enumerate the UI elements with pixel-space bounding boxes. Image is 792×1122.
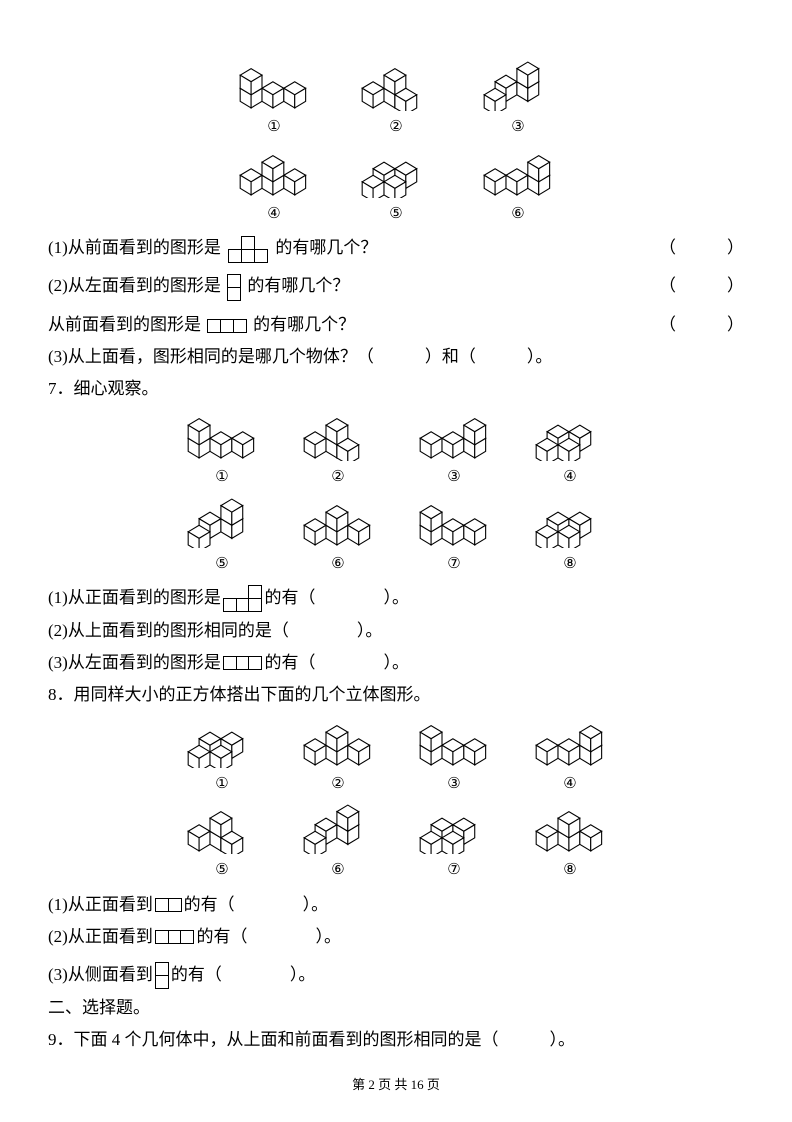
cube-label: ① <box>215 770 228 799</box>
shape-row3-icon <box>223 656 263 670</box>
cube-label: ④ <box>563 770 576 799</box>
page-footer: 第 2 页 共 16 页 <box>0 1073 792 1098</box>
p8q3-post: 的有（ ）。 <box>171 959 316 991</box>
answer-blank: （ ） <box>659 270 744 302</box>
section-2-title: 二、选择题。 <box>48 992 744 1024</box>
p7q1-post: 的有（ ）。 <box>264 582 409 614</box>
cube-fig: ⑤ <box>186 496 258 579</box>
shape-L3-icon <box>223 585 263 612</box>
shape-vertical-2-icon <box>227 274 241 301</box>
cube-label: ⑤ <box>389 200 402 229</box>
cube-fig: ⑦ <box>418 496 490 579</box>
p7-cubes-row2: ⑤ ⑥ ⑦ ⑧ <box>48 496 744 579</box>
cube-label: ① <box>267 113 280 142</box>
cube-fig: ⑧ <box>534 496 606 579</box>
cube-fig: ⑥ <box>302 496 374 579</box>
cube-label: ④ <box>267 200 280 229</box>
p7-cubes-row1: ① ② ③ ④ <box>48 409 744 492</box>
cube-fig: ① <box>186 409 258 492</box>
cube-fig-3: ③ <box>482 59 554 142</box>
q2b-pre: 从前面看到的图形是 <box>48 315 201 334</box>
cube-fig: ② <box>302 409 374 492</box>
p7q1-pre: (1)从正面看到的图形是 <box>48 582 221 614</box>
p8q2-pre: (2)从正面看到 <box>48 921 153 953</box>
q1-pre: (1)从前面看到的图形是 <box>48 238 221 257</box>
p7-question-2: (2)从上面看到的图形相同的是（ ）。 <box>48 615 744 647</box>
cube-fig-2: ② <box>360 59 432 142</box>
cube-label: ③ <box>447 463 460 492</box>
q2-pre: (2)从左面看到的图形是 <box>48 276 221 295</box>
cube-fig-5: ⑤ <box>360 146 432 229</box>
question-2: (2)从左面看到的图形是 的有哪几个？ （ ） <box>48 270 744 302</box>
cube-label: ⑤ <box>215 856 228 885</box>
cube-fig: ④ <box>534 716 606 799</box>
cube-label: ⑦ <box>447 856 460 885</box>
top-cubes-row2: ④ ⑤ ⑥ <box>48 146 744 229</box>
top-cubes-row1: ① ② ③ <box>48 59 744 142</box>
cube-fig: ② <box>302 716 374 799</box>
p7q2-text: (2)从上面看到的图形相同的是（ ）。 <box>48 615 382 647</box>
p8q2-post: 的有（ ）。 <box>196 921 341 953</box>
problem-8-title: 8．用同样大小的正方体搭出下面的几个立体图形。 <box>48 679 744 711</box>
p8-cubes-row2: ⑤ ⑥ ⑦ ⑧ <box>48 802 744 885</box>
cube-fig: ⑤ <box>186 802 258 885</box>
question-1: (1)从前面看到的图形是 的有哪几个？ （ ） <box>48 232 744 264</box>
cube-label: ① <box>215 463 228 492</box>
q2-post: 的有哪几个？ <box>247 276 349 295</box>
p8-question-2: (2)从正面看到 的有（ ）。 <box>48 921 744 953</box>
question-2b: 从前面看到的图形是 的有哪几个？ （ ） <box>48 309 744 341</box>
p8-question-1: (1)从正面看到 的有（ ）。 <box>48 889 744 921</box>
shape-Tshape-icon <box>227 236 269 263</box>
cube-label: ⑥ <box>511 200 524 229</box>
shape-row3-icon <box>207 319 247 333</box>
shape-row3-icon <box>155 930 195 944</box>
p8q1-post: 的有（ ）。 <box>184 889 329 921</box>
cube-label: ② <box>389 113 402 142</box>
cube-fig: ⑦ <box>418 802 490 885</box>
cube-label: ⑦ <box>447 550 460 579</box>
cube-label: ⑥ <box>331 856 344 885</box>
p8-cubes-row1: ① ② ③ ④ <box>48 716 744 799</box>
cube-label: ⑥ <box>331 550 344 579</box>
problem-7-title: 7．细心观察。 <box>48 373 744 405</box>
cube-label: ② <box>331 770 344 799</box>
shape-row2-icon <box>155 898 182 912</box>
question-3: (3)从上面看，图形相同的是哪几个物体？（ ）和（ ）。 <box>48 341 744 373</box>
cube-fig: ① <box>186 716 258 799</box>
q1-post: 的有哪几个？ <box>275 238 377 257</box>
cube-label: ⑧ <box>563 550 576 579</box>
cube-label: ④ <box>563 463 576 492</box>
p7q3-post: 的有（ ）。 <box>264 647 409 679</box>
cube-fig: ⑥ <box>302 802 374 885</box>
cube-fig: ④ <box>534 409 606 492</box>
q3-text: (3)从上面看，图形相同的是哪几个物体？（ ）和（ ）。 <box>48 341 552 373</box>
cube-fig-4: ④ <box>238 146 310 229</box>
p7q3-pre: (3)从左面看到的图形是 <box>48 647 221 679</box>
cube-fig: ③ <box>418 409 490 492</box>
answer-blank: （ ） <box>659 232 744 264</box>
cube-label: ⑤ <box>215 550 228 579</box>
problem-9: 9．下面 4 个几何体中，从上面和前面看到的图形相同的是（ ）。 <box>48 1024 744 1056</box>
cube-fig: ⑧ <box>534 802 606 885</box>
cube-fig-1: ① <box>238 59 310 142</box>
cube-label: ⑧ <box>563 856 576 885</box>
p7-question-1: (1)从正面看到的图形是 的有（ ）。 <box>48 582 744 614</box>
p8q1-pre: (1)从正面看到 <box>48 889 153 921</box>
p8q3-pre: (3)从侧面看到 <box>48 959 153 991</box>
q2b-post: 的有哪几个？ <box>253 315 355 334</box>
cube-fig-6: ⑥ <box>482 146 554 229</box>
shape-vertical-2-icon <box>155 962 169 989</box>
answer-blank: （ ） <box>659 309 744 341</box>
cube-label: ② <box>331 463 344 492</box>
p7-question-3: (3)从左面看到的图形是 的有（ ）。 <box>48 647 744 679</box>
cube-fig: ③ <box>418 716 490 799</box>
p8-question-3: (3)从侧面看到 的有（ ）。 <box>48 959 744 991</box>
cube-label: ③ <box>511 113 524 142</box>
cube-label: ③ <box>447 770 460 799</box>
